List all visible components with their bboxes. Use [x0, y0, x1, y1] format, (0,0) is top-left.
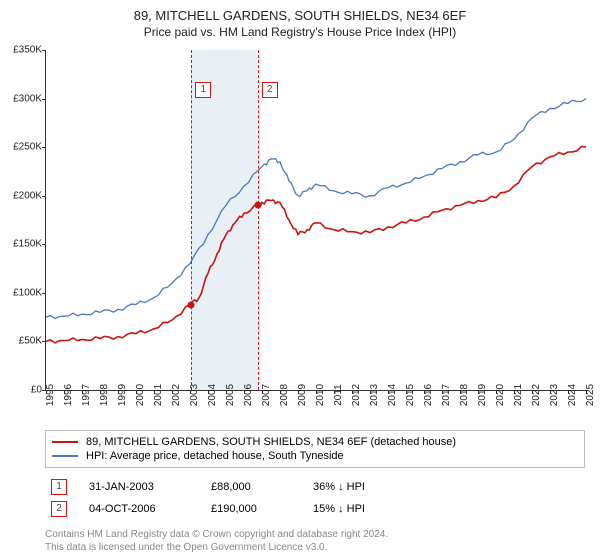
event-vline	[191, 50, 192, 390]
x-tick-label: 2024	[567, 384, 578, 406]
event-date: 04-OCT-2006	[89, 503, 189, 515]
sale-point	[254, 202, 261, 209]
y-tick-label: £150K	[13, 239, 42, 250]
chart-subtitle: Price paid vs. HM Land Registry's House …	[0, 25, 600, 39]
y-tick	[42, 244, 46, 245]
y-tick	[42, 341, 46, 342]
y-tick	[42, 99, 46, 100]
legend-label: 89, MITCHELL GARDENS, SOUTH SHIELDS, NE3…	[86, 436, 456, 448]
event-price: £88,000	[211, 481, 291, 493]
series-line	[46, 147, 586, 343]
x-tick-label: 2013	[369, 384, 380, 406]
x-tick-label: 2018	[459, 384, 470, 406]
footer: Contains HM Land Registry data © Crown c…	[45, 528, 585, 554]
legend-swatch	[52, 441, 78, 443]
x-tick-label: 2012	[351, 384, 362, 406]
x-tick-label: 2011	[333, 384, 344, 406]
chart-title: 89, MITCHELL GARDENS, SOUTH SHIELDS, NE3…	[0, 8, 600, 23]
legend-label: HPI: Average price, detached house, Sout…	[86, 450, 344, 462]
event-marker-box: 2	[262, 82, 278, 98]
y-tick	[42, 147, 46, 148]
y-tick-label: £0	[31, 385, 42, 396]
x-tick-label: 1997	[81, 384, 92, 406]
x-tick-label: 1995	[45, 384, 56, 406]
event-diff: 15% ↓ HPI	[313, 503, 413, 515]
x-tick-label: 2014	[387, 384, 398, 406]
chart-lines	[46, 50, 586, 390]
title-block: 89, MITCHELL GARDENS, SOUTH SHIELDS, NE3…	[0, 0, 600, 39]
y-tick-label: £300K	[13, 93, 42, 104]
event-row: 2 04-OCT-2006 £190,000 15% ↓ HPI	[45, 498, 585, 520]
y-tick-label: £100K	[13, 287, 42, 298]
x-tick-label: 2009	[297, 384, 308, 406]
x-tick-label: 2021	[513, 384, 524, 406]
event-date: 31-JAN-2003	[89, 481, 189, 493]
x-tick-label: 2019	[477, 384, 488, 406]
x-tick-label: 1996	[63, 384, 74, 406]
event-diff: 36% ↓ HPI	[313, 481, 413, 493]
x-tick-label: 2010	[315, 384, 326, 406]
y-tick	[42, 50, 46, 51]
x-tick-label: 2015	[405, 384, 416, 406]
y-tick-label: £350K	[13, 45, 42, 56]
event-row: 1 31-JAN-2003 £88,000 36% ↓ HPI	[45, 476, 585, 498]
x-tick-label: 2017	[441, 384, 452, 406]
x-tick-label: 2023	[549, 384, 560, 406]
legend: 89, MITCHELL GARDENS, SOUTH SHIELDS, NE3…	[45, 430, 585, 468]
series-line	[46, 99, 586, 319]
footer-line-1: Contains HM Land Registry data © Crown c…	[45, 528, 585, 541]
footer-line-2: This data is licensed under the Open Gov…	[45, 541, 585, 554]
x-tick-label: 2004	[207, 384, 218, 406]
y-tick-label: £250K	[13, 142, 42, 153]
x-tick-label: 2025	[585, 384, 596, 406]
y-tick	[42, 196, 46, 197]
plot: 12	[45, 50, 586, 391]
event-marker: 1	[51, 479, 67, 495]
x-tick-label: 2007	[261, 384, 272, 406]
sale-point	[188, 301, 195, 308]
x-tick-label: 1998	[99, 384, 110, 406]
event-table: 1 31-JAN-2003 £88,000 36% ↓ HPI 2 04-OCT-2006…	[45, 476, 585, 520]
x-tick-label: 1999	[117, 384, 128, 406]
event-marker: 2	[51, 501, 67, 517]
x-tick-label: 2008	[279, 384, 290, 406]
legend-row: HPI: Average price, detached house, Sout…	[52, 449, 578, 463]
x-tick-label: 2022	[531, 384, 542, 406]
legend-swatch	[52, 455, 78, 457]
y-tick	[42, 293, 46, 294]
x-tick-label: 2016	[423, 384, 434, 406]
chart-container: 89, MITCHELL GARDENS, SOUTH SHIELDS, NE3…	[0, 0, 600, 560]
y-tick-label: £50K	[19, 336, 42, 347]
y-tick-label: £200K	[13, 190, 42, 201]
x-tick-label: 2002	[171, 384, 182, 406]
x-tick-label: 2020	[495, 384, 506, 406]
x-tick-label: 2006	[243, 384, 254, 406]
x-tick-label: 2001	[153, 384, 164, 406]
x-tick-label: 2000	[135, 384, 146, 406]
legend-row: 89, MITCHELL GARDENS, SOUTH SHIELDS, NE3…	[52, 435, 578, 449]
event-marker-box: 1	[195, 82, 211, 98]
x-tick-label: 2005	[225, 384, 236, 406]
event-vline	[258, 50, 259, 390]
event-price: £190,000	[211, 503, 291, 515]
x-tick-label: 2003	[189, 384, 200, 406]
chart-area: 12 £0£50K£100K£150K£200K£250K£300K£350K1…	[45, 50, 585, 390]
